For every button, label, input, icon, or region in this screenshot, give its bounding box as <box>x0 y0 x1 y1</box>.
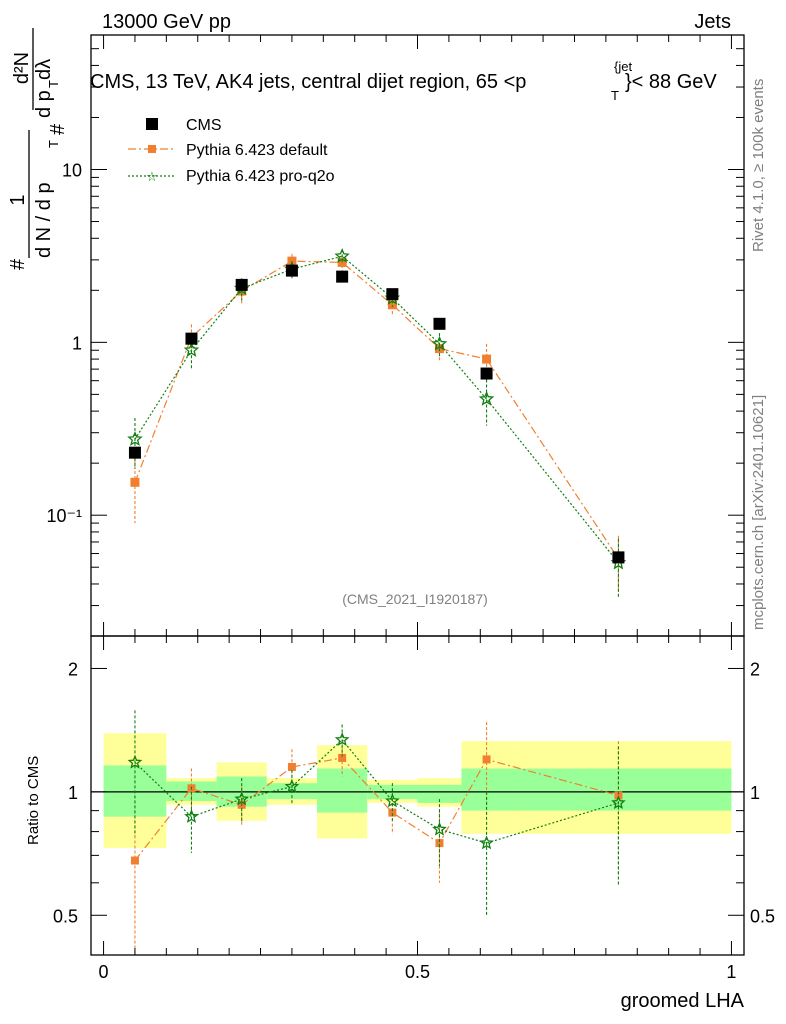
data-point-default <box>337 257 347 267</box>
legend-marker-cms <box>146 118 158 130</box>
y-hash-2: # <box>47 123 69 135</box>
ratio-point-proq2o <box>385 793 400 808</box>
ratio-point-default <box>388 808 397 817</box>
y-hash-1: # <box>7 258 29 270</box>
plot-title: CMS, 13 TeV, AK4 jets, central dijet reg… <box>90 71 526 93</box>
legend-marker-proq2o: ☆ <box>146 169 158 184</box>
ratio-point-default <box>338 753 347 762</box>
ratio-point-default <box>287 762 296 771</box>
data-point-proq2o <box>127 431 143 446</box>
data-point-proq2o <box>478 390 495 406</box>
ratio-point-proq2o <box>432 821 447 836</box>
ratio-band-inner <box>517 768 732 811</box>
main-plot <box>127 248 627 599</box>
x-tick-label: 0 <box>99 962 109 982</box>
y-frac2-den: d p <box>33 90 55 118</box>
mcplots-label: mcplots.cern.ch [arXiv:2401.10621] <box>750 395 767 630</box>
ratio-line-2 <box>134 738 619 844</box>
y-tick-label: 10⁻¹ <box>46 506 82 526</box>
data-point-cms <box>480 367 493 380</box>
ratio-y-label: Ratio to CMS <box>25 756 42 845</box>
y-frac1-den-sub: T <box>46 140 61 148</box>
ratio-band-inner <box>417 784 462 803</box>
data-point-cms <box>285 264 298 277</box>
data-point-cms <box>185 332 198 345</box>
legend-marker-default <box>148 145 156 153</box>
x-axis-label: groomed LHA <box>621 990 745 1012</box>
series-line-1 <box>134 260 619 560</box>
ratio-point-proq2o <box>284 778 300 793</box>
plot-frames: 0 0.5 1 10⁻¹ 1 10 0.5 0.5 1 1 2 2 <box>46 34 775 982</box>
ratio-point-default <box>482 755 491 764</box>
data-point-proq2o <box>334 248 350 263</box>
plot-title-end: }< 88 GeV <box>625 71 717 93</box>
y-frac1-den: d N / d p <box>33 182 55 258</box>
plot-title-sub: T <box>611 88 619 103</box>
legend-label-proq2o: Pythia 6.423 pro-q2o <box>186 168 335 185</box>
energy-label: 13000 GeV pp <box>102 11 231 33</box>
ratio-point-proq2o <box>611 795 626 810</box>
ratio-plot <box>91 710 744 955</box>
data-point-cms <box>612 551 625 564</box>
ratio-point-default <box>130 856 139 865</box>
y-frac1-num: 1 <box>7 194 29 205</box>
data-point-cms <box>128 446 141 459</box>
data-point-default <box>130 477 140 487</box>
legend-label-default: Pythia 6.423 default <box>186 142 328 159</box>
ratio-y-tick-label-right: 1 <box>750 783 760 803</box>
ratio-y-tick-label: 0.5 <box>53 906 78 926</box>
plot-title-sup: {jet <box>614 59 632 74</box>
ratio-y-tick-label: 2 <box>68 659 78 679</box>
data-point-default <box>387 300 397 310</box>
analysis-id: (CMS_2021_I1920187) <box>342 591 488 607</box>
ratio-y-tick-label-right: 2 <box>750 659 760 679</box>
ratio-point-proq2o <box>234 791 249 806</box>
y-tick-label: 1 <box>72 333 82 353</box>
x-tick-label: 0.5 <box>405 962 430 982</box>
data-point-default <box>482 354 492 364</box>
data-point-cms <box>235 278 248 291</box>
data-point-proq2o <box>431 335 448 351</box>
ratio-point-proq2o <box>184 808 199 823</box>
ratio-y-tick-label-right: 0.5 <box>750 906 775 926</box>
data-point-cms <box>336 270 349 283</box>
data-point-cms <box>386 288 399 301</box>
ratio-point-proq2o <box>334 732 350 746</box>
ratio-band-inner <box>461 768 518 811</box>
ratio-band-inner <box>317 768 368 813</box>
series-line-2 <box>134 255 619 564</box>
legend-label-cms: CMS <box>186 117 222 134</box>
ratio-point-default <box>435 839 444 848</box>
category-label: Jets <box>694 11 731 33</box>
y-frac2-den-sub: T <box>46 80 61 88</box>
y-axis-label: # 1 d N / d p T # d²N d p T dλ <box>7 28 69 270</box>
y-tick-label: 10 <box>62 160 82 180</box>
y-frac2-den-end: dλ <box>33 59 55 80</box>
ratio-y-tick-label: 1 <box>68 783 78 803</box>
ratio-point-proq2o <box>479 835 494 850</box>
data-point-cms <box>433 317 446 330</box>
y-frac2-num: d²N <box>11 52 33 84</box>
legend: CMS Pythia 6.423 default ☆ Pythia 6.423 … <box>128 117 335 185</box>
ratio-point-proq2o <box>127 754 143 769</box>
rivet-label: Rivet 4.1.0, ≥ 100k events <box>750 79 767 252</box>
data-point-proq2o <box>183 342 200 357</box>
x-tick-label: 1 <box>726 962 736 982</box>
